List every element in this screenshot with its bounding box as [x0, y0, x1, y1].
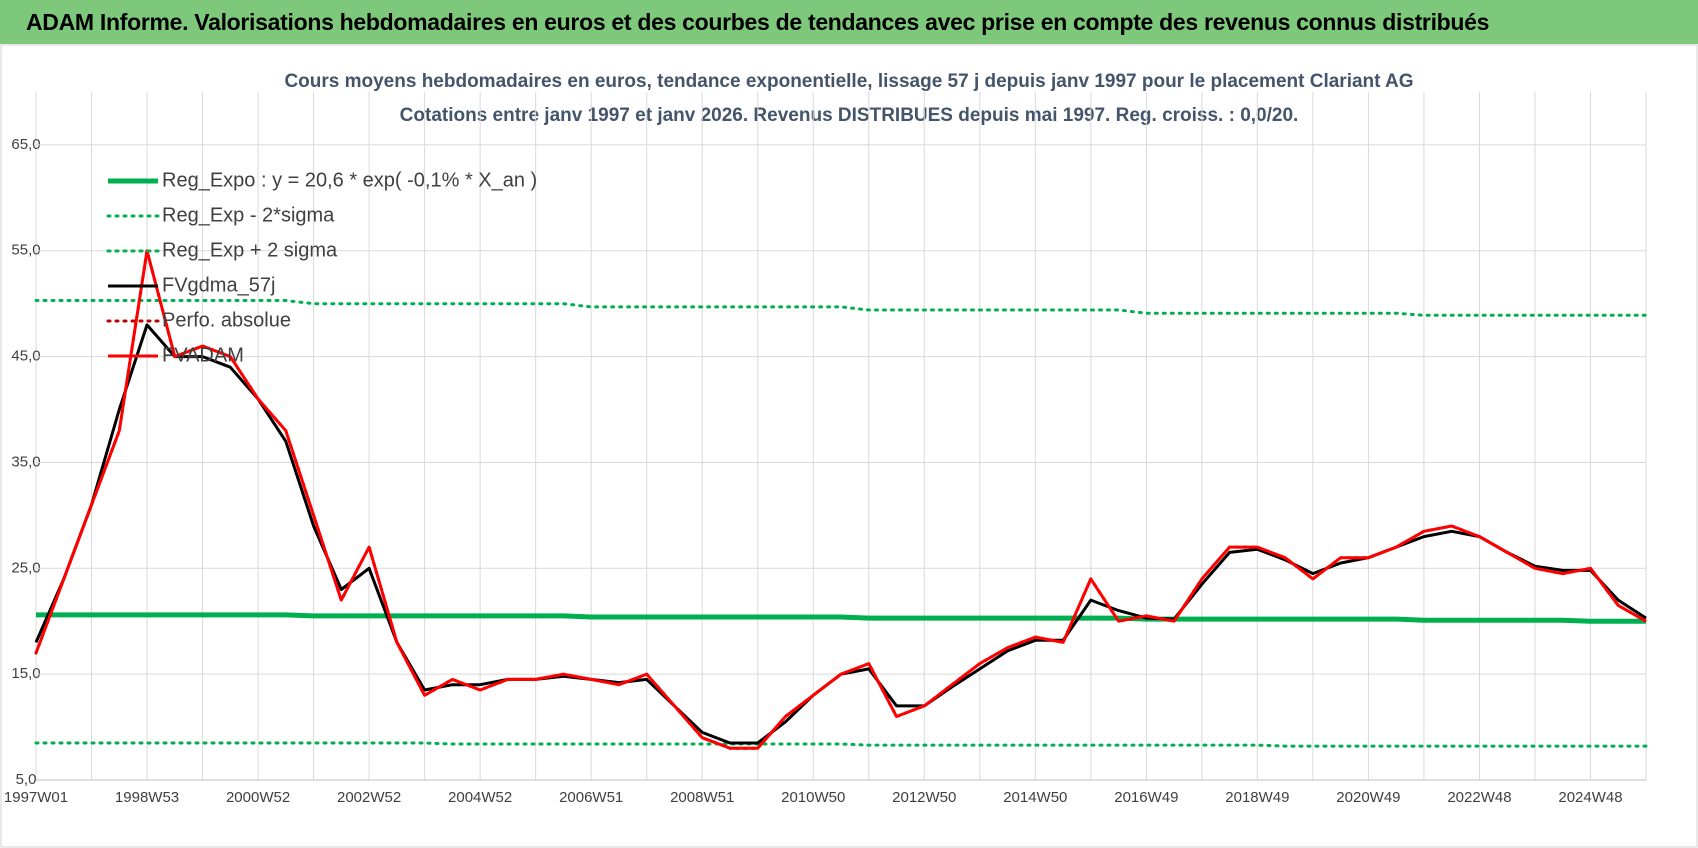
x-tick-label: 2016W49: [1114, 789, 1178, 806]
x-tick-label: 2006W51: [559, 789, 623, 806]
x-tick-label: 2014W50: [1003, 789, 1067, 806]
x-tick-label: 2020W49: [1336, 789, 1400, 806]
y-tick-label: 65,0: [11, 136, 40, 153]
chart: Cours moyens hebdomadaires en euros, ten…: [0, 44, 1698, 848]
series-line: [34, 249, 1647, 750]
series-line: [36, 612, 1646, 624]
chart-frame: [0, 44, 1698, 848]
x-tick-label: 2008W51: [670, 789, 734, 806]
header: ADAM Informe. Valorisations hebdomadaire…: [0, 0, 1698, 44]
x-tick-label: 2024W48: [1558, 789, 1622, 806]
y-tick-label: 5,0: [16, 771, 37, 788]
x-tick-label: 2000W52: [226, 789, 290, 806]
y-tick-label: 15,0: [11, 665, 40, 682]
x-tick-label: 2022W48: [1447, 789, 1511, 806]
page-title: ADAM Informe. Valorisations hebdomadaire…: [26, 9, 1490, 35]
legend-label: Reg_Exp - 2*sigma: [162, 204, 335, 226]
legend-label: FVgdma_57j: [162, 274, 275, 296]
chart-subtitle: Cotations entre janv 1997 et janv 2026. …: [400, 105, 1299, 126]
y-tick-label: 25,0: [11, 559, 40, 576]
x-tick-label: 2002W52: [337, 789, 401, 806]
x-tick-label: 1998W53: [115, 789, 179, 806]
legend-label: FVADAM: [162, 344, 244, 366]
x-tick-label: 2010W50: [781, 789, 845, 806]
chart-title: Cours moyens hebdomadaires en euros, ten…: [284, 71, 1413, 92]
x-tick-label: 2012W50: [892, 789, 956, 806]
y-tick-label: 35,0: [11, 453, 40, 470]
y-tick-label: 55,0: [11, 242, 40, 259]
x-tick-label: 1997W01: [4, 789, 68, 806]
x-tick-label: 2018W49: [1225, 789, 1289, 806]
x-tick-label: 2004W52: [448, 789, 512, 806]
legend-label: Reg_Exp + 2 sigma: [162, 239, 338, 261]
legend-label: Reg_Expo : y = 20,6 * exp( -0,1% * X_an …: [162, 169, 537, 191]
y-tick-label: 45,0: [11, 348, 40, 365]
legend-label: Perfo. absolue: [162, 309, 291, 331]
